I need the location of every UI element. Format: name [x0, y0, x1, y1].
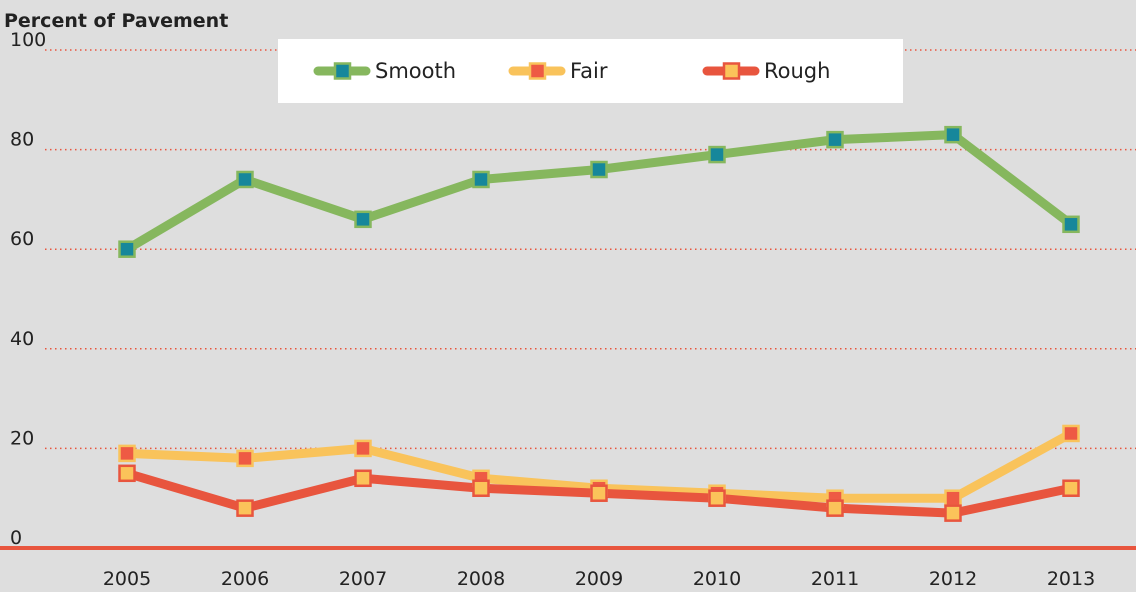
marker: [120, 466, 135, 481]
marker: [474, 172, 489, 187]
marker: [238, 501, 253, 516]
y-tick-label: 80: [10, 129, 34, 151]
marker: [828, 501, 843, 516]
x-tick-label: 2011: [811, 568, 859, 590]
marker: [120, 446, 135, 461]
legend-label: Rough: [764, 59, 830, 83]
x-tick-label: 2010: [693, 568, 741, 590]
marker: [356, 471, 371, 486]
marker: [946, 491, 961, 506]
marker: [356, 212, 371, 227]
x-tick-label: 2013: [1047, 568, 1095, 590]
legend-label: Fair: [570, 59, 608, 83]
marker: [120, 242, 135, 257]
marker: [474, 481, 489, 496]
marker: [1064, 481, 1079, 496]
chart: Percent of Pavement 02040608010020052006…: [0, 0, 1136, 592]
marker: [946, 127, 961, 142]
marker: [1064, 217, 1079, 232]
marker: [828, 132, 843, 147]
marker: [592, 162, 607, 177]
x-tick-label: 2012: [929, 568, 977, 590]
marker: [356, 441, 371, 456]
marker: [238, 172, 253, 187]
x-tick-label: 2008: [457, 568, 505, 590]
x-tick-label: 2007: [339, 568, 387, 590]
y-tick-label: 100: [10, 29, 46, 51]
marker: [710, 491, 725, 506]
legend-label: Smooth: [375, 59, 456, 83]
marker: [238, 451, 253, 466]
x-tick-label: 2006: [221, 568, 269, 590]
y-tick-label: 60: [10, 228, 34, 250]
y-tick-label: 40: [10, 328, 34, 350]
y-tick-label: 0: [10, 527, 22, 549]
legend-marker: [335, 64, 350, 79]
marker: [592, 486, 607, 501]
marker: [710, 147, 725, 162]
x-tick-label: 2005: [103, 568, 151, 590]
x-tick-label: 2009: [575, 568, 623, 590]
legend-marker: [530, 64, 545, 79]
marker: [946, 506, 961, 521]
legend-marker: [724, 64, 739, 79]
marker: [1064, 426, 1079, 441]
y-tick-label: 20: [10, 427, 34, 449]
